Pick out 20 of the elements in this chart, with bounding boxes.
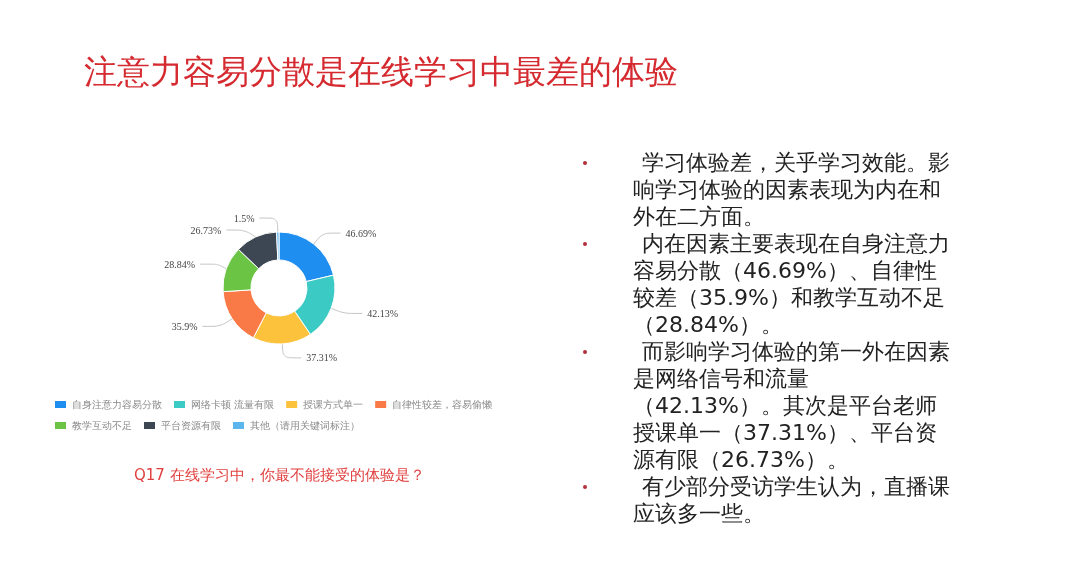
data-label: 42.13% <box>367 307 399 319</box>
legend-label: 网络卡顿 流量有限 <box>191 399 275 410</box>
legend-label: 自身注意力容易分散 <box>72 399 162 410</box>
data-label: 26.73% <box>190 224 222 236</box>
data-label: 46.69% <box>345 227 377 239</box>
chart-title: 注意力容易分散是在线学习中最差的体验 <box>84 52 678 92</box>
text: Q17 在线学习中，你最不能接受的体验是？ <box>134 465 425 485</box>
data-label: 1.5% <box>233 212 255 224</box>
data-label: 37.31% <box>306 352 338 364</box>
legend-label: 其他（请用关键词标注） <box>250 420 360 431</box>
legend-label: 教学互动不足 <box>72 420 132 431</box>
data-label: 35.9% <box>171 320 198 332</box>
data-label: 28.84% <box>164 258 196 270</box>
text: 内在因素主要表现在自身注意力容易分散（46.69%）、自律性较差（35.9%）和教学互动不足（28.84%）。 <box>633 230 951 338</box>
text: 学习体验差，关乎学习效能。影响学习体验的因素表现为内在和外在二方面。 <box>633 149 951 230</box>
legend-label: 平台资源有限 <box>161 420 221 431</box>
legend-label: 自律性较差，容易偷懒 <box>392 399 493 410</box>
text: 而影响学习体验的第一外在因素是网络信号和流量（42.13%）。其次是平台老师授课单一（37.31%）、平台资源有限（26.73%）。 <box>633 338 951 473</box>
text: 有少部分受访学生认为，直播课应该多一些。 <box>633 473 951 527</box>
legend-label: 授课方式单一 <box>303 399 364 410</box>
